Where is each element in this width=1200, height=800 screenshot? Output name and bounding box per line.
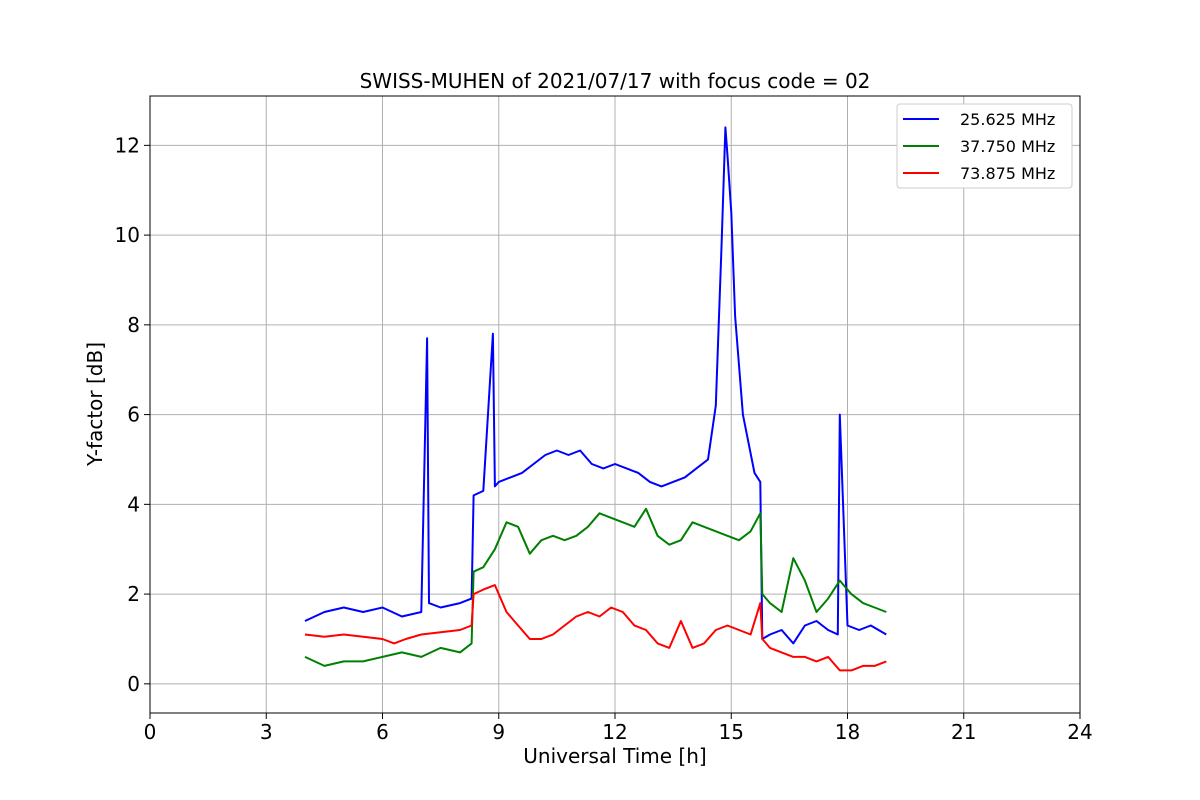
- x-tick-label: 18: [835, 720, 860, 744]
- y-tick-label: 6: [127, 403, 140, 427]
- series-line-1: [304, 507, 887, 667]
- x-tick-label: 6: [376, 720, 389, 744]
- series-line-0: [304, 126, 887, 645]
- y-tick-label: 10: [115, 223, 140, 247]
- y-tick-label: 4: [127, 492, 140, 516]
- x-axis-label: Universal Time [h]: [523, 744, 706, 768]
- grid: [149, 96, 1081, 713]
- x-tick-label: 9: [492, 720, 505, 744]
- y-axis: 0 2 4 6 8 10 12: [115, 133, 150, 696]
- chart-title: SWISS-MUHEN of 2021/07/17 with focus cod…: [360, 69, 871, 93]
- series-layer: [304, 126, 887, 672]
- legend: 25.625 MHz 37.750 MHz 73.875 MHz: [896, 103, 1073, 189]
- x-axis: 0 3 6 9 12 15 18 21 24: [144, 713, 1093, 744]
- y-axis-label: Y-factor [dB]: [83, 342, 107, 467]
- y-tick-label: 0: [127, 672, 140, 696]
- y-tick-label: 2: [127, 582, 140, 606]
- x-tick-label: 24: [1067, 720, 1092, 744]
- series-line-2: [304, 584, 887, 672]
- legend-label-73-875: 73.875 MHz: [960, 164, 1055, 183]
- legend-label-25-625: 25.625 MHz: [960, 110, 1055, 129]
- x-tick-label: 15: [719, 720, 744, 744]
- y-tick-label: 12: [115, 133, 140, 157]
- x-tick-label: 21: [951, 720, 976, 744]
- legend-box: [896, 103, 1073, 189]
- x-tick-label: 3: [260, 720, 273, 744]
- y-tick-label: 8: [127, 313, 140, 337]
- legend-label-37-750: 37.750 MHz: [960, 137, 1055, 156]
- x-tick-label: 0: [144, 720, 157, 744]
- x-tick-label: 12: [602, 720, 627, 744]
